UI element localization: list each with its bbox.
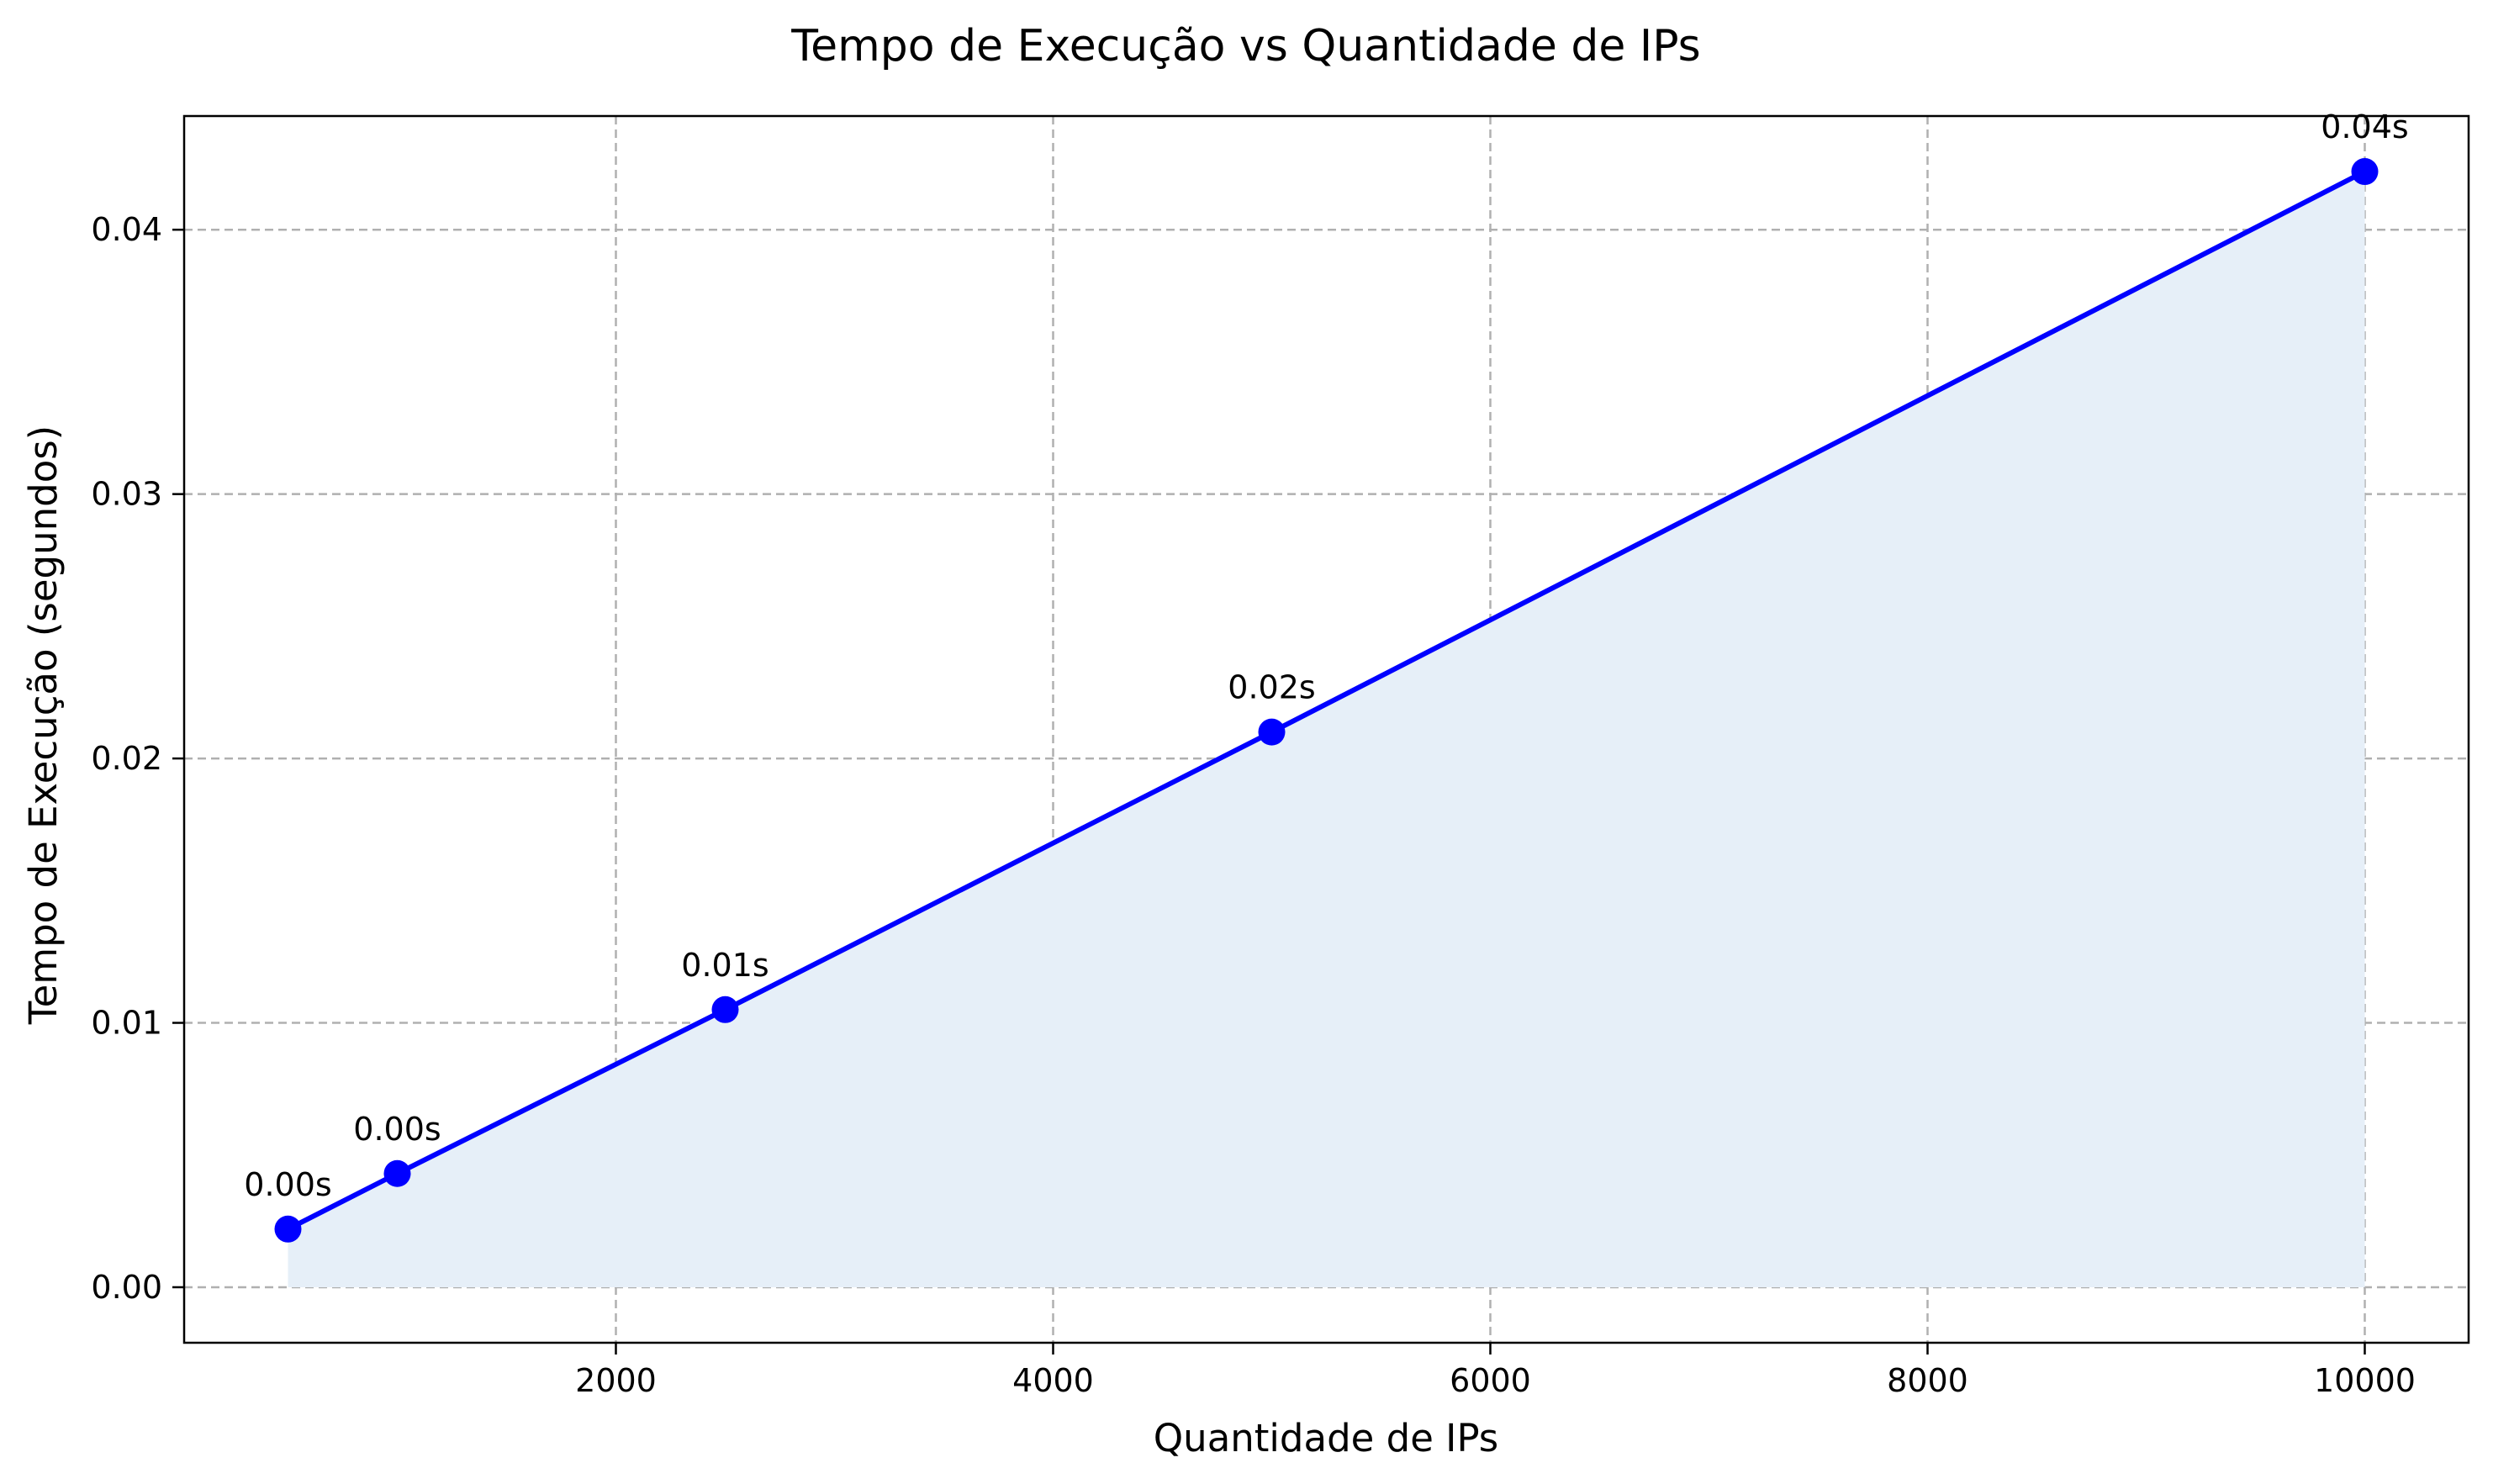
x-tick-label: 6000 bbox=[1450, 1362, 1531, 1399]
x-tick-label: 8000 bbox=[1887, 1362, 1968, 1399]
x-axis-label: Quantidade de IPs bbox=[1154, 1416, 1499, 1460]
area-fill bbox=[288, 172, 2365, 1287]
y-axis-ticks: 0.00 0.01 0.02 0.03 0.04 bbox=[91, 211, 184, 1306]
point-labels-layer: 0.00s 0.00s 0.01s 0.02s 0.04s bbox=[244, 108, 2408, 1203]
data-points-layer bbox=[274, 158, 2379, 1243]
data-label: 0.00s bbox=[353, 1111, 441, 1148]
y-tick-label: 0.01 bbox=[91, 1005, 162, 1042]
data-point bbox=[2351, 158, 2379, 186]
x-tick-label: 2000 bbox=[575, 1362, 657, 1399]
chart-title: Tempo de Execução vs Quantidade de IPs bbox=[790, 21, 1701, 71]
x-tick-label: 10000 bbox=[2314, 1362, 2416, 1399]
x-tick-label: 4000 bbox=[1012, 1362, 1094, 1399]
area-fill-layer bbox=[288, 172, 2365, 1287]
y-tick-label: 0.02 bbox=[91, 740, 162, 777]
data-label: 0.04s bbox=[2321, 108, 2408, 145]
data-point bbox=[274, 1215, 302, 1243]
data-point bbox=[1258, 718, 1286, 746]
data-label: 0.01s bbox=[681, 947, 768, 984]
y-tick-label: 0.00 bbox=[91, 1269, 162, 1306]
y-axis-label: Tempo de Execução (segundos) bbox=[21, 425, 66, 1026]
data-point bbox=[711, 995, 739, 1023]
y-tick-label: 0.04 bbox=[91, 211, 162, 248]
plot-frame bbox=[182, 114, 2470, 1344]
x-axis-ticks: 2000 4000 6000 8000 10000 bbox=[575, 1343, 2416, 1399]
data-label: 0.00s bbox=[244, 1166, 331, 1203]
data-label: 0.02s bbox=[1228, 669, 1315, 706]
y-tick-label: 0.03 bbox=[91, 476, 162, 513]
data-point bbox=[383, 1159, 411, 1187]
